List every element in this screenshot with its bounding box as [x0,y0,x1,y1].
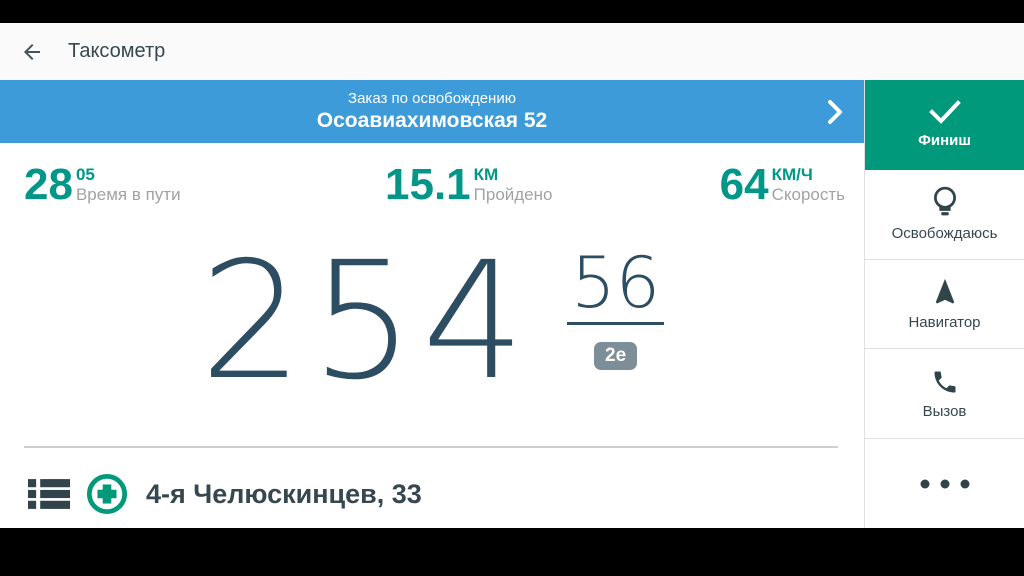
sidebar-item-label: Навигатор [908,313,981,331]
tariff-badge: 2e [594,342,638,370]
address-divider [24,446,838,448]
current-address: 4-я Челюскинцев, 33 [146,478,422,509]
fare-rubles: 254 [199,228,534,416]
sidebar-item-more[interactable] [865,439,1024,528]
order-banner[interactable]: Заказ по освобождению Осоавиахимовская 5… [0,80,864,143]
navigation-bar [0,528,1024,576]
fare-display: 254 56 2e [0,238,864,406]
stat-unit: КМ [473,165,499,184]
sidebar-item-finish[interactable]: Финиш [865,80,1024,170]
check-icon [928,100,961,125]
stat-label: Время в пути [75,185,181,204]
phone-icon [934,371,955,393]
status-bar [0,0,1024,23]
sidebar-item-call[interactable]: Вызов [865,349,1024,440]
order-list-icon [28,479,70,509]
action-sidebar: Финиш Освобождаюсь Навигатор Вызов [864,80,1024,528]
sidebar-item-label: Финиш [918,132,971,150]
sidebar-item-free[interactable]: Освобождаюсь [865,169,1024,260]
navigation-icon [935,278,954,304]
add-circle-icon [86,473,128,515]
arrow-left-icon [24,43,40,60]
app-bar: Таксометр [0,23,1024,80]
more-dots-icon [920,479,969,489]
address-row[interactable]: 4-я Челюскинцев, 33 [28,464,838,524]
chevron-right-icon [828,100,842,124]
add-waypoint-button[interactable] [86,473,128,515]
sidebar-item-label: Освобождаюсь [891,225,998,243]
order-banner-subtitle: Заказ по освобождению [348,90,516,107]
bulb-icon [933,186,956,216]
stat-label: Скорость [771,185,845,204]
main-content: Заказ по освобождению Осоавиахимовская 5… [0,80,864,528]
sidebar-item-label: Вызов [922,402,967,420]
stat-distance: 15.1 КМ Пройдено [385,162,552,208]
stat-value: 64 [719,160,769,209]
back-button[interactable] [0,23,56,80]
stat-unit: 05 [75,165,95,184]
sidebar-item-navigator[interactable]: Навигатор [865,259,1024,350]
stat-speed: 64 КМ/Ч Скорость [720,162,845,208]
trip-stats: 28 05 Время в пути 15.1 КМ Пройдено 64 К… [0,162,864,224]
stat-unit: КМ/Ч [771,165,813,184]
stat-value: 15.1 [385,160,471,209]
order-list-button[interactable] [28,475,70,513]
stat-trip-time: 28 05 Время в пути [24,162,181,208]
stat-value: 28 [24,160,73,209]
order-banner-address: Осоавиахимовская 52 [316,109,548,132]
fare-kopecks: 56 [567,246,665,325]
stat-label: Пройдено [473,185,553,204]
page-title: Таксометр [68,40,166,62]
